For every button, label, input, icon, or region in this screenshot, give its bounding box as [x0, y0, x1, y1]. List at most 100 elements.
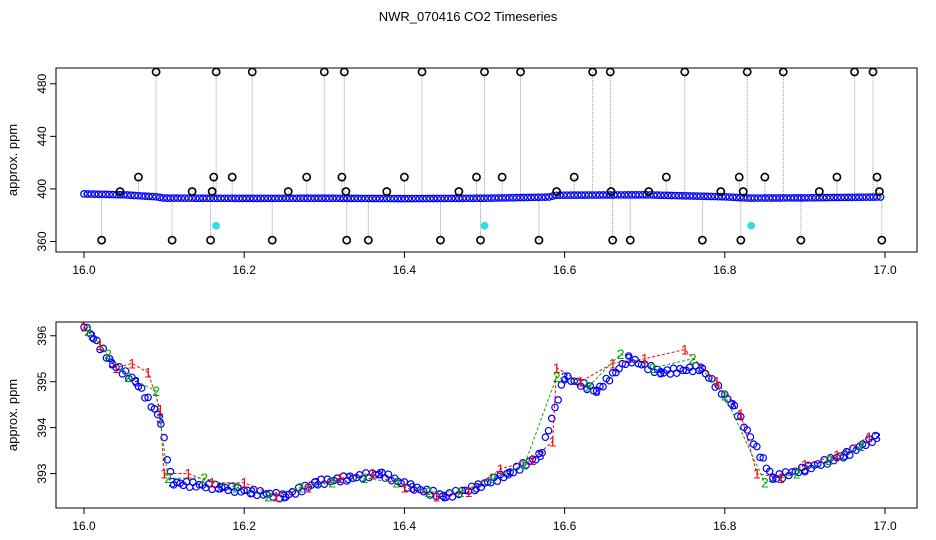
plot-frame-top — [55, 67, 918, 253]
trail-point — [839, 453, 848, 462]
outlier-point — [283, 187, 293, 196]
series-marker: 1 — [713, 374, 721, 390]
x-tick-label: 17.0 — [873, 519, 897, 533]
outlier-point — [454, 187, 464, 196]
trail-point — [137, 384, 146, 392]
marks-top — [80, 67, 887, 245]
outlier-point — [211, 67, 221, 77]
outlier-point — [872, 172, 882, 182]
trail-point — [93, 336, 101, 345]
trail-point — [80, 323, 88, 331]
trail-point — [528, 455, 537, 463]
outlier-point — [206, 235, 215, 245]
series-marker: 2 — [825, 452, 833, 468]
series-marker: 2 — [553, 369, 561, 385]
outlier-point — [742, 67, 752, 77]
trail-point — [125, 374, 133, 383]
x-tick-label: 16.4 — [393, 519, 417, 533]
series-marker: 3 — [156, 410, 164, 426]
trail-point — [765, 467, 774, 476]
series-marker: 3 — [625, 351, 633, 367]
cyan-point — [747, 221, 756, 230]
trail-point — [173, 478, 181, 487]
series-marker: 1 — [156, 401, 164, 417]
outlier-point — [814, 187, 824, 196]
trail-point — [868, 438, 876, 447]
x-tick-label: 16.8 — [713, 263, 737, 277]
series-line — [83, 326, 870, 498]
trail-point — [647, 361, 655, 370]
series-marker: 3 — [280, 489, 288, 505]
x-tick-label: 16.2 — [233, 519, 257, 533]
series-marker: 3 — [593, 383, 601, 399]
trail-point — [407, 480, 415, 488]
series-marker: 1 — [681, 342, 689, 358]
trail-point — [506, 468, 514, 476]
y-tick-label: 394 — [35, 417, 49, 437]
series-marker: 2 — [232, 479, 240, 495]
trail-point — [217, 483, 226, 491]
series-marker: 2 — [264, 489, 272, 505]
series-marker: 1 — [80, 319, 88, 335]
outlier-point — [436, 235, 445, 245]
trail-point — [554, 396, 562, 404]
series-marker: 3 — [312, 475, 320, 491]
x-tick-label: 16.6 — [553, 263, 577, 277]
series-marker: 3 — [216, 479, 224, 495]
outlier-point — [850, 67, 859, 77]
outlier-point — [134, 172, 143, 182]
outlier-point — [734, 172, 744, 182]
series-marker: 2 — [84, 323, 92, 339]
trail-point — [589, 386, 598, 395]
x-ticks-top: 16.0 16.2 16.4 16.6 16.8 17.0 — [72, 252, 897, 277]
outlier-point — [716, 187, 726, 196]
series-marker: 2 — [164, 470, 172, 486]
x-ticks-bottom: 16.0 16.2 16.4 16.6 16.8 17.0 — [72, 508, 897, 533]
trail-point — [99, 344, 108, 353]
outlier-point — [736, 235, 746, 245]
series-marker: 1 — [304, 479, 312, 495]
outlier-point — [472, 172, 481, 182]
outlier-point — [187, 187, 197, 196]
y-tick-label: 396 — [35, 325, 49, 345]
chart-title: NWR_070416 CO2 Timeseries — [378, 9, 558, 24]
outlier-point — [207, 187, 217, 196]
y-axis-label-bottom: approx. ppm — [5, 379, 20, 451]
trail-point — [96, 345, 104, 354]
series-marker: 2 — [425, 484, 433, 500]
outlier-point — [552, 187, 561, 196]
outlier-point — [342, 235, 352, 245]
trail-point — [599, 382, 607, 391]
outlier-point — [625, 235, 635, 245]
outlier-point — [97, 235, 107, 245]
trail-point — [544, 426, 553, 435]
series-marker: 1 — [777, 470, 785, 486]
outlier-point — [832, 172, 842, 182]
trail-point — [861, 441, 870, 450]
outlier-point — [480, 67, 489, 77]
series-marker: 2 — [392, 475, 400, 491]
y-tick-label: 440 — [35, 126, 49, 146]
trail-point — [166, 467, 175, 476]
outlier-point — [151, 67, 161, 77]
trail-point — [141, 394, 149, 402]
series-marker: 3 — [537, 447, 545, 463]
trail-point — [371, 470, 380, 479]
trail-point — [144, 393, 152, 402]
series-marker: 3 — [108, 355, 116, 371]
trail-point — [605, 376, 614, 385]
series-marker: 2 — [649, 360, 657, 376]
trail-point — [756, 453, 764, 462]
trail-point — [759, 454, 768, 462]
y-ticks-bottom: 393 394 395 396 — [35, 325, 56, 484]
series-marker: 1 — [577, 374, 585, 390]
outlier-point — [697, 235, 707, 245]
outlier-point — [606, 187, 616, 196]
trail-point — [298, 487, 306, 496]
series-marker: 1 — [112, 360, 120, 376]
baseline-point — [876, 193, 885, 201]
series-line — [87, 330, 862, 498]
plot-frame-bottom — [55, 321, 918, 509]
